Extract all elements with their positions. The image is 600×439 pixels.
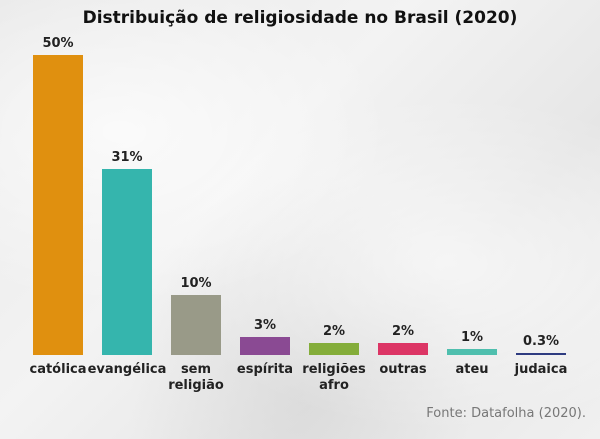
category-label: espírita (237, 362, 293, 377)
category-label: ateu (455, 362, 488, 377)
data-label: 0.3% (523, 334, 559, 349)
bar-1 (102, 169, 152, 355)
chart-title: Distribuição de religiosidade no Brasil … (82, 8, 518, 28)
data-label: 31% (111, 150, 142, 165)
bar-3 (240, 337, 290, 355)
bar-5 (378, 343, 428, 355)
data-label: 2% (392, 324, 414, 339)
category-label: sem (181, 362, 211, 377)
bar-7 (516, 353, 566, 355)
bar-2 (171, 295, 221, 355)
category-label: outras (379, 362, 427, 377)
data-label: 3% (254, 318, 276, 333)
data-label: 10% (180, 276, 211, 291)
source-note: Fonte: Datafolha (2020). (426, 406, 586, 421)
data-label: 2% (323, 324, 345, 339)
category-label: religiões (302, 362, 366, 377)
category-label: católica (29, 362, 86, 377)
category-label: religião (168, 378, 224, 393)
bar-4 (309, 343, 359, 355)
bar-0 (33, 55, 83, 355)
data-label: 50% (42, 36, 73, 51)
bar-6 (447, 349, 497, 355)
data-label: 1% (461, 330, 483, 345)
category-label: judaica (514, 362, 568, 377)
category-label: evangélica (88, 362, 167, 377)
category-label: afro (319, 378, 349, 393)
